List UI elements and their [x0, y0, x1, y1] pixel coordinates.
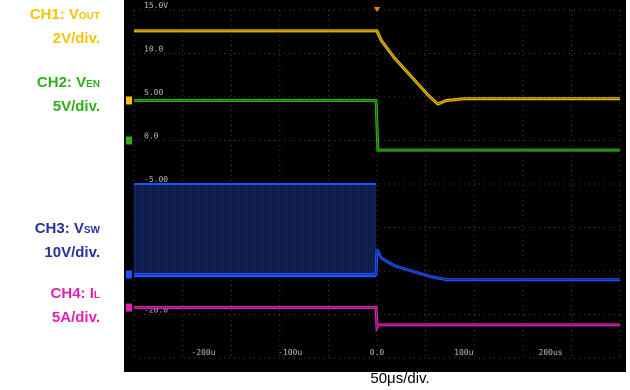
- y-tick-label: 10.0: [144, 45, 163, 54]
- ch4-name-sub: L: [93, 290, 100, 301]
- y-tick-label: -20.0: [144, 306, 168, 315]
- ch1-name-sub: OUT: [78, 11, 100, 22]
- y-tick-label: 5.00: [144, 88, 163, 97]
- ch2-name-sub: EN: [86, 79, 100, 90]
- ch4-scale: 5A/div.: [51, 309, 100, 326]
- ch3-label: CH3: VSW 10V/div.: [0, 218, 100, 264]
- time-scale-label: 50μs/div.: [370, 370, 430, 387]
- ch1-label: CH1: VOUT 2V/div.: [0, 4, 100, 50]
- vsw-switching-pulses: [133, 184, 376, 277]
- vsw-switching-band: [134, 184, 377, 277]
- oscilloscope-screen: 15.0V10.05.000.0-5.00-10.0-15.0-20.0-200…: [124, 0, 626, 372]
- ch4-name: CH4: I: [50, 285, 94, 302]
- x-tick-label: 100u: [454, 348, 473, 357]
- ch3-name: CH3: V: [34, 220, 84, 237]
- ch3-ref-marker: [126, 270, 132, 279]
- ch3-scale: 10V/div.: [44, 244, 100, 261]
- ch2-name: CH2: V: [36, 74, 87, 91]
- trigger-marker-icon: [374, 7, 380, 12]
- ch2-scale: 5V/div.: [52, 98, 100, 115]
- ch4-label: CH4: IL 5A/div.: [0, 283, 100, 329]
- x-tick-label: 0.0: [370, 348, 385, 357]
- series-line-edge-2: [134, 100, 620, 151]
- x-tick-label: -200u: [191, 348, 215, 357]
- series-line-edge-3: [134, 307, 620, 329]
- ch1-ref-marker: [126, 96, 132, 105]
- series-line-edge-4: [134, 249, 620, 281]
- ch2-label: CH2: VEN 5V/div.: [0, 72, 100, 118]
- x-tick-label: -100u: [278, 348, 302, 357]
- ch3-name-sub: SW: [83, 225, 100, 236]
- series-line-edge-1: [134, 30, 620, 105]
- y-tick-label: 0.0: [144, 132, 159, 141]
- y-tick-label: 15.0V: [144, 1, 168, 10]
- ch1-name: CH1: V: [29, 6, 79, 23]
- ch4-ref-marker: [126, 303, 132, 312]
- ch2-ref-marker: [126, 136, 132, 145]
- x-tick-label: 200us: [539, 348, 563, 357]
- y-tick-label: -5.00: [144, 175, 168, 184]
- ch1-scale: 2V/div.: [52, 30, 100, 47]
